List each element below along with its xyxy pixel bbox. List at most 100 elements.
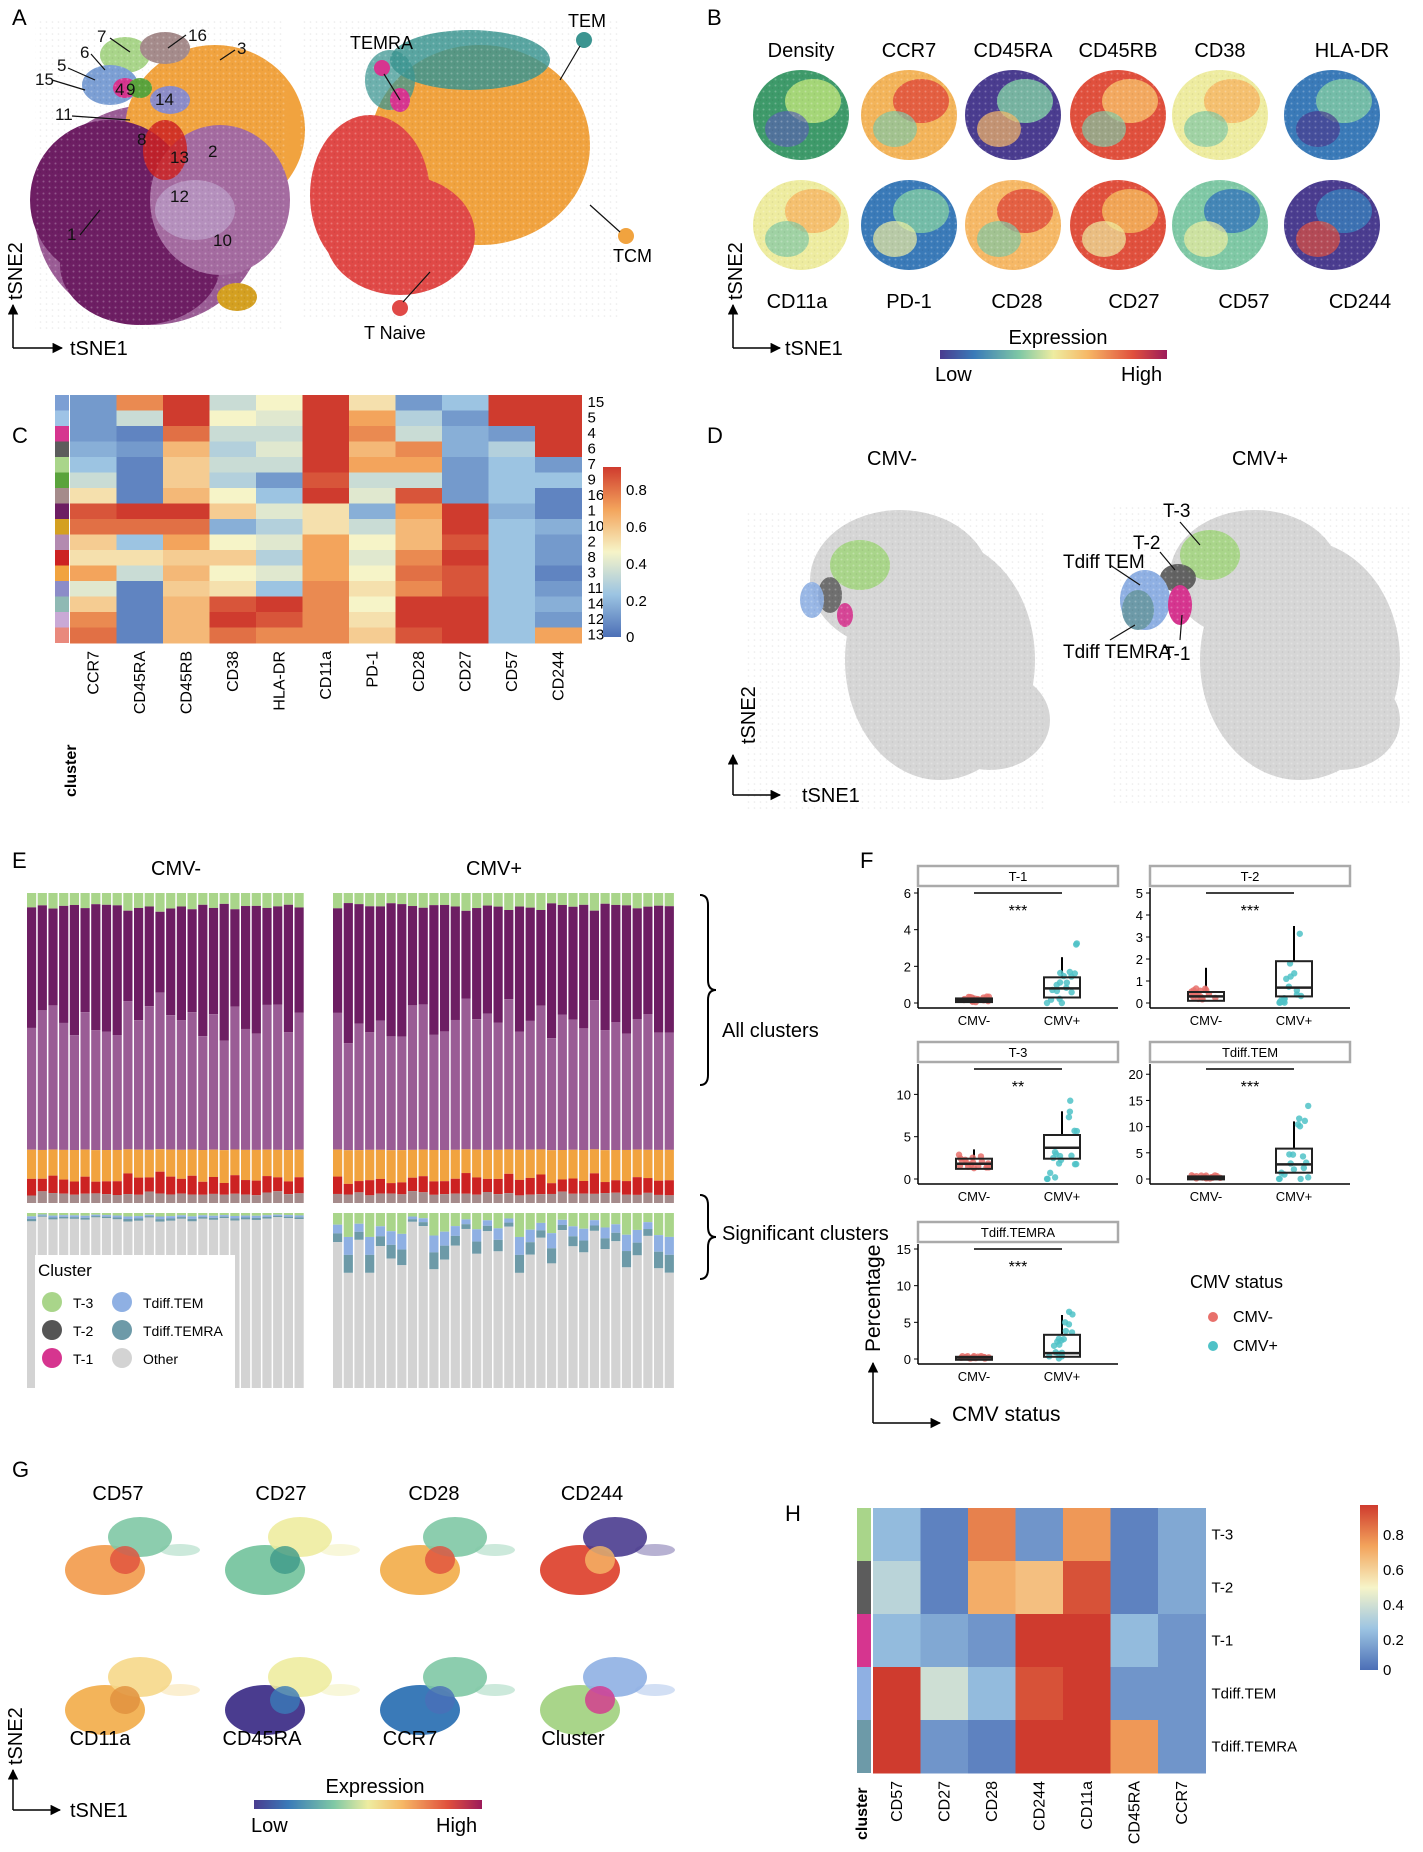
heatmap-cell — [209, 488, 257, 504]
stacked-bar-segment — [80, 1213, 90, 1216]
heatmap-row-label: 16 — [588, 487, 605, 504]
stacked-bar-segment — [472, 1194, 482, 1203]
stacked-bar-segment — [101, 904, 112, 1032]
data-point — [1305, 1102, 1312, 1110]
heatmap-colorbar — [603, 467, 621, 637]
stacked-bar-segment — [134, 1218, 144, 1221]
panel-b-axes: tSNE1 tSNE2 — [725, 242, 843, 360]
stacked-bar-segment — [525, 1254, 535, 1388]
panel-c-column-labels: CCR7 CD45RA CD45RB CD38 HLA-DR CD11a PD-1 CD28 C… — [85, 651, 567, 714]
stacked-bar-segment — [333, 893, 343, 909]
y-tick-label: 0 — [1136, 996, 1143, 1011]
cluster-label: 16 — [188, 26, 207, 45]
heatmap-cell — [163, 612, 210, 628]
population-label-tem: TEM — [568, 11, 606, 31]
stacked-bar-segment — [219, 1216, 229, 1219]
stacked-bar-segment — [643, 1178, 653, 1193]
stacked-bar-segment — [262, 1218, 272, 1388]
stacked-bar-segment — [155, 1171, 165, 1194]
data-point — [1069, 1311, 1076, 1318]
heatmap-corner-label: cluster — [63, 745, 80, 797]
stacked-bar-segment — [579, 1193, 589, 1203]
heatmap-cell — [920, 1508, 969, 1562]
heatmap-cell — [395, 472, 443, 489]
panel-b: B Density CCR7 CD45RA CD45RB CD38 HLA-DR… — [707, 5, 1391, 386]
data-point — [1300, 1164, 1308, 1172]
stacked-bar-segment — [37, 1178, 47, 1192]
heatmap-cell — [116, 596, 164, 613]
stacked-bar-segment — [155, 893, 165, 912]
heatmap-cell — [163, 627, 210, 644]
stacked-bar-segment — [461, 1219, 471, 1225]
stacked-bar-segment — [504, 1213, 514, 1219]
stacked-bar-segment — [386, 1183, 396, 1194]
panel-letter-a: A — [12, 5, 27, 30]
heatmap-row-label: 3 — [588, 565, 596, 582]
data-point — [1277, 999, 1284, 1006]
stacked-bar-segment — [664, 1180, 674, 1196]
legend-title: CMV status — [1190, 1272, 1283, 1292]
stacked-bar-segment — [273, 1004, 283, 1150]
stacked-bar-segment — [208, 893, 219, 908]
marker-title: CD45RA — [223, 1728, 303, 1750]
heatmap-cell — [209, 627, 257, 644]
heatmap-cell — [163, 395, 210, 411]
data-point — [1058, 999, 1066, 1007]
stacked-bar-segment — [208, 1217, 219, 1220]
stacked-bar-segment — [365, 1236, 375, 1255]
marker-tsne-map — [861, 70, 957, 160]
marker-title: CD27 — [255, 1483, 306, 1505]
cluster-label: 10 — [213, 231, 232, 250]
data-point — [1053, 981, 1060, 989]
stacked-bar-segment — [472, 908, 482, 1020]
y-tick-label: 0 — [904, 1172, 911, 1187]
stacked-bar-segment — [493, 1022, 503, 1150]
stacked-bar-segment — [557, 893, 567, 905]
heatmap-cell — [1015, 1720, 1064, 1774]
stacked-bar-segment — [112, 1213, 122, 1216]
heatmap-cell — [535, 612, 582, 628]
stacked-bar-segment — [375, 1020, 385, 1150]
panel-g-marker-maps — [65, 1517, 675, 1735]
panel-d-axes: tSNE1 tSNE2 — [727, 686, 860, 807]
stacked-bar-segment — [123, 1219, 133, 1222]
row-annotation-swatch — [55, 395, 69, 411]
stacked-bar-segment — [283, 1194, 293, 1203]
data-point — [1051, 1174, 1059, 1181]
stacked-bar-segment — [241, 1149, 251, 1181]
stacked-bar-segment — [514, 1031, 525, 1150]
heatmap-cell — [116, 488, 164, 504]
stacked-bar-segment — [514, 1272, 525, 1388]
heatmap-cell — [70, 627, 117, 644]
stacked-bar-segment — [101, 1181, 112, 1195]
stacked-bar-segment — [525, 1213, 535, 1230]
stacked-bar-segment — [365, 1195, 375, 1203]
marker-title: CD244 — [1329, 291, 1391, 313]
panel-e: E CMV- CMV+ All clusters Significant clu… — [12, 848, 889, 1388]
facet-strip — [1148, 1040, 1352, 1064]
marker-title: CD244 — [561, 1483, 623, 1505]
stacked-bar-segment — [611, 1022, 621, 1151]
stacked-bar-segment — [112, 1181, 122, 1195]
heatmap-cell — [920, 1667, 969, 1721]
marker-title: CCR7 — [882, 40, 936, 62]
stacked-bar-segment — [450, 1149, 460, 1179]
stacked-bar-segment — [343, 1183, 353, 1195]
data-point — [1067, 1097, 1074, 1104]
stacked-bar-segment — [643, 1149, 653, 1179]
stacked-bar-segment — [589, 1213, 599, 1221]
cluster-label: 12 — [170, 187, 189, 206]
data-point — [1297, 1175, 1304, 1183]
stacked-bar-segment — [579, 1150, 589, 1181]
colorbar-tick: 0.4 — [1383, 1597, 1404, 1614]
stacked-bar-segment — [407, 893, 418, 907]
stacked-bar-segment — [219, 1194, 229, 1203]
stacked-bar-segment — [69, 893, 79, 905]
data-point — [1061, 1319, 1069, 1326]
stacked-bar-segment — [333, 1233, 343, 1243]
stacked-bar-segment — [208, 1215, 219, 1218]
panel-g: G CD57 CD27 CD28 CD244 CD11a CD45RA CCR7… — [5, 1457, 675, 1837]
heatmap-cell — [209, 581, 257, 597]
heatmap-cell — [163, 550, 210, 566]
stacked-bar-segment — [525, 893, 535, 908]
